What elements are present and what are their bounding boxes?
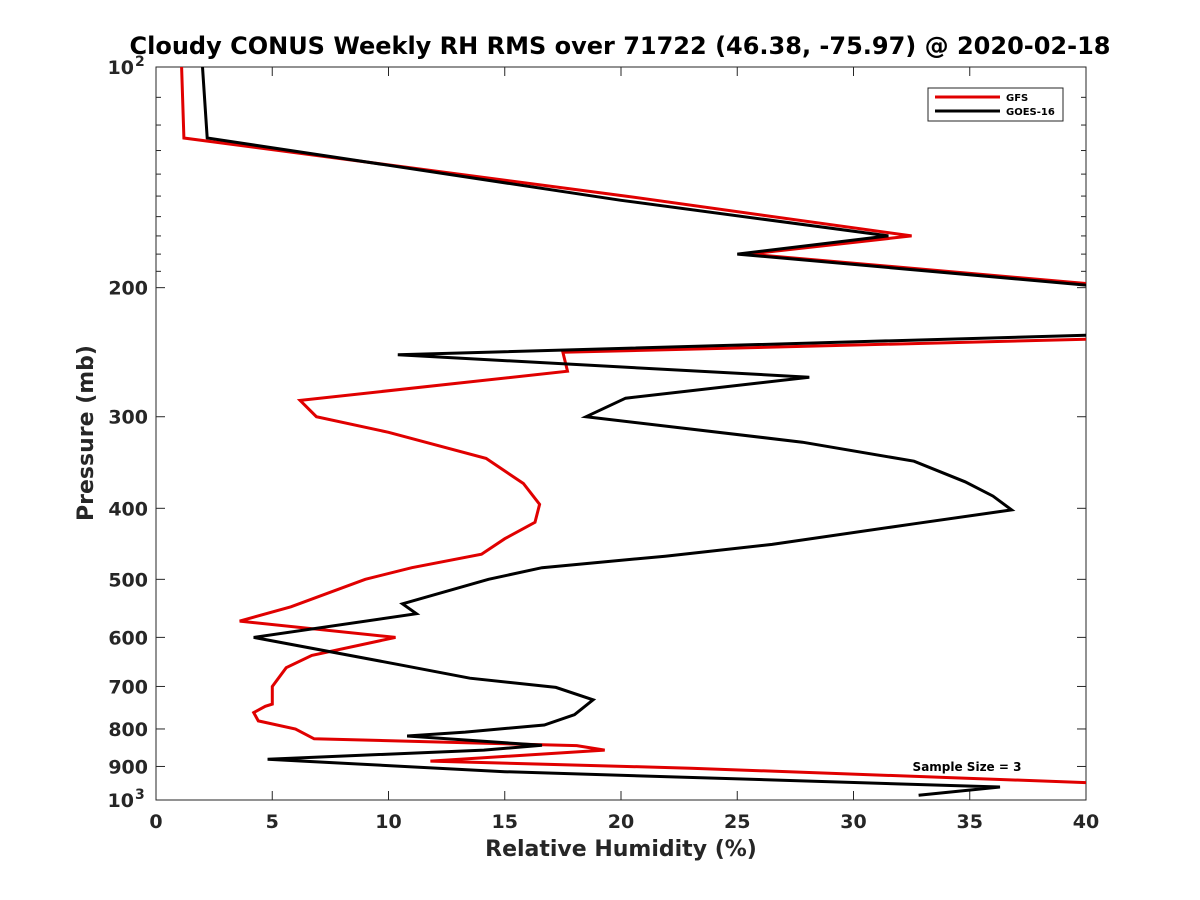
x-axis-label: Relative Humidity (%) — [485, 837, 757, 862]
y-tick-label: 10 — [108, 790, 134, 812]
y-tick-label: 300 — [108, 407, 148, 429]
series-line-goes-16 — [201, 67, 1086, 797]
legend-label-goes-16: GOES-16 — [1006, 107, 1055, 118]
x-axis: 0 5 10 15 20 25 30 35 40 — [149, 67, 1099, 833]
x-tick-label: 35 — [957, 811, 983, 833]
chart-title: Cloudy CONUS Weekly RH RMS over 71722 (4… — [130, 32, 1111, 60]
x-tick-label: 25 — [724, 811, 750, 833]
y-tick-label: 10 — [108, 57, 134, 79]
series-layer — [180, 67, 1086, 797]
x-tick-label: 40 — [1073, 811, 1099, 833]
plot-area — [155, 66, 1087, 801]
y-tick-exponent: 2 — [135, 54, 145, 70]
y-tick-label: 600 — [108, 627, 148, 649]
legend-box — [927, 87, 1064, 122]
x-tick-label: 0 — [149, 811, 162, 833]
x-tick-label: 15 — [492, 811, 518, 833]
sample-size-annotation: Sample Size = 3 — [913, 760, 1022, 774]
series-line-gfs — [180, 67, 1086, 785]
legend-label-gfs: GFS — [1006, 93, 1028, 104]
y-tick-label: 800 — [108, 719, 148, 741]
legend: GFS GOES-16 — [927, 87, 1064, 122]
y-tick-label: 500 — [108, 569, 148, 591]
x-tick-label: 30 — [840, 811, 866, 833]
y-tick-label: 200 — [108, 278, 148, 300]
y-tick-label: 400 — [108, 498, 148, 520]
x-tick-label: 20 — [608, 811, 634, 833]
x-tick-label: 5 — [266, 811, 279, 833]
y-tick-exponent: 3 — [135, 787, 145, 803]
y-tick-label: 700 — [108, 676, 148, 698]
x-tick-label: 10 — [375, 811, 401, 833]
y-axis-label: Pressure (mb) — [74, 345, 99, 521]
y-tick-label: 900 — [108, 756, 148, 778]
